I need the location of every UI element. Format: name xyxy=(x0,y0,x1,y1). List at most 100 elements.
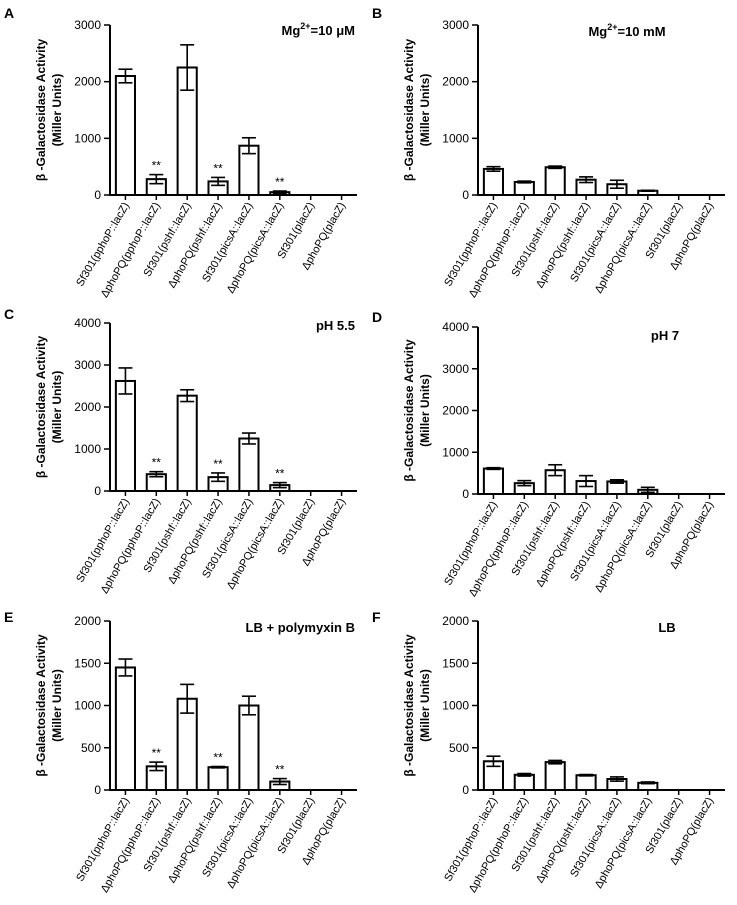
bar xyxy=(207,766,229,791)
x-tick-label: Sf301(pphoP::lacZ) xyxy=(74,201,132,289)
bar xyxy=(176,394,198,492)
x-tick-label: ΔphoPQ(pphoP::lacZ) xyxy=(99,497,163,596)
condition-title: Mg2+=10 mM xyxy=(588,22,665,39)
bar xyxy=(482,167,505,196)
title-rest: =10 μM xyxy=(311,23,355,38)
significance-marker: ** xyxy=(152,456,162,470)
x-tick-label: ΔphoPQ(pphoP::lacZ) xyxy=(99,201,163,300)
y-tick-label: 3000 xyxy=(74,358,101,372)
bar xyxy=(114,666,137,791)
y-tick-label: 2000 xyxy=(74,614,101,628)
panel-letter: F xyxy=(372,609,381,625)
title-superscript: 2+ xyxy=(607,22,617,32)
y-axis-units: (Miller Units) xyxy=(418,374,432,447)
x-tick-label: ΔphoPQ(pphoP::lacZ) xyxy=(467,500,531,599)
x-tick-label: Sf301(pphoP::lacZ) xyxy=(442,796,500,884)
condition-title: Mg2+=10 μM xyxy=(282,21,356,38)
significance-marker: ** xyxy=(275,467,285,481)
y-tick-label: 0 xyxy=(94,188,101,202)
y-tick-label: 2000 xyxy=(74,75,101,89)
x-tick-label: ΔphoPQ(pphoP::lacZ) xyxy=(467,796,531,895)
y-tick-label: 2000 xyxy=(442,75,469,89)
panel-c: Cβ -Galactosidase Activity (Miller Units)… xyxy=(4,306,357,596)
y-axis-units: (Miller Units) xyxy=(418,74,432,147)
bar xyxy=(482,467,505,496)
bar xyxy=(544,761,566,791)
y-tick-label: 2000 xyxy=(442,614,469,628)
y-axis-label: β -Galactosidase Activity xyxy=(402,39,416,182)
y-axis-label: β -Galactosidase Activity xyxy=(402,634,416,777)
panel-a: Aβ -Galactosidase Activity (Miller Units)… xyxy=(4,5,357,300)
x-tick-label: Sf301(pphoP::lacZ) xyxy=(74,497,132,585)
x-tick-label: ΔphoPQ(picsA::lacZ) xyxy=(225,497,287,592)
bar xyxy=(238,437,260,492)
x-tick-label: Sf301(pphoP::lacZ) xyxy=(442,201,500,289)
bar xyxy=(544,166,566,197)
x-tick-label: ΔphoPQ(picsA::lacZ) xyxy=(593,201,655,296)
y-tick-label: 3000 xyxy=(442,18,469,32)
significance-marker: ** xyxy=(275,175,285,189)
bar xyxy=(575,774,597,792)
x-tick-label: ΔphoPQ(picsA::lacZ) xyxy=(593,796,655,891)
bar xyxy=(114,379,137,492)
y-tick-label: 0 xyxy=(94,484,101,498)
y-tick-label: 1000 xyxy=(442,131,469,145)
y-tick-label: 1000 xyxy=(442,445,469,459)
y-axis-label: β -Galactosidase Activity xyxy=(34,39,48,182)
condition-title: LB xyxy=(658,620,675,635)
y-tick-label: 4000 xyxy=(442,320,469,334)
panel-d: Dβ -Galactosidase Activity (Miller Units)… xyxy=(372,309,725,599)
y-axis-label: β -Galactosidase Activity xyxy=(34,336,48,479)
y-axis-units: (Miller Units) xyxy=(50,669,64,742)
title-base: Mg xyxy=(588,24,607,39)
y-tick-label: 1000 xyxy=(74,131,101,145)
y-tick-label: 3000 xyxy=(442,362,469,376)
y-tick-label: 3000 xyxy=(74,18,101,32)
y-tick-label: 500 xyxy=(81,741,101,755)
y-tick-label: 1000 xyxy=(74,699,101,713)
y-tick-label: 0 xyxy=(462,188,469,202)
y-tick-label: 0 xyxy=(94,783,101,797)
y-tick-label: 0 xyxy=(462,487,469,501)
significance-marker: ** xyxy=(213,457,223,471)
y-axis-units: (Miller Units) xyxy=(50,371,64,444)
panel-letter: C xyxy=(4,306,14,322)
x-tick-label: ΔphoPQ(pphoP::lacZ) xyxy=(99,796,163,895)
x-tick-label: ΔphoPQ(picsA::lacZ) xyxy=(593,500,655,595)
panel-letter: E xyxy=(4,609,13,625)
y-tick-label: 1500 xyxy=(442,656,469,670)
condition-title: LB + polymyxin B xyxy=(246,620,355,635)
y-tick-label: 0 xyxy=(462,783,469,797)
y-tick-label: 2000 xyxy=(442,404,469,418)
title-base: Mg xyxy=(282,23,301,38)
title-rest: =10 mM xyxy=(617,24,665,39)
panel-letter: B xyxy=(372,5,382,21)
panel-letter: D xyxy=(372,309,382,325)
panel-b: Bβ -Galactosidase Activity (Miller Units)… xyxy=(372,5,725,300)
y-tick-label: 1500 xyxy=(74,656,101,670)
y-axis-units: (Miller Units) xyxy=(50,74,64,147)
bar xyxy=(114,75,137,196)
bar xyxy=(513,773,535,791)
x-tick-label: Sf301(pphoP::lacZ) xyxy=(442,500,500,588)
title-superscript: 2+ xyxy=(300,21,310,31)
panel-e: Eβ -Galactosidase Activity (Miller Units)… xyxy=(4,609,357,895)
x-tick-label: ΔphoPQ(picsA::lacZ) xyxy=(225,796,287,891)
y-tick-label: 4000 xyxy=(74,316,101,330)
significance-marker: ** xyxy=(213,161,223,175)
y-tick-label: 1000 xyxy=(442,699,469,713)
y-axis-label: β -Galactosidase Activity xyxy=(402,339,416,482)
y-tick-label: 500 xyxy=(449,741,469,755)
significance-marker: ** xyxy=(152,746,162,760)
condition-title: pH 7 xyxy=(651,328,679,343)
significance-marker: ** xyxy=(152,159,162,173)
significance-marker: ** xyxy=(213,751,223,765)
y-axis-label: β -Galactosidase Activity xyxy=(34,634,48,777)
panel-f: Fβ -Galactosidase Activity (Miller Units)… xyxy=(372,609,725,895)
x-tick-label: ΔphoPQ(pphoP::lacZ) xyxy=(467,201,531,300)
bar xyxy=(238,704,260,791)
y-tick-label: 2000 xyxy=(74,400,101,414)
condition-title: pH 5.5 xyxy=(316,318,355,333)
y-tick-label: 1000 xyxy=(74,442,101,456)
